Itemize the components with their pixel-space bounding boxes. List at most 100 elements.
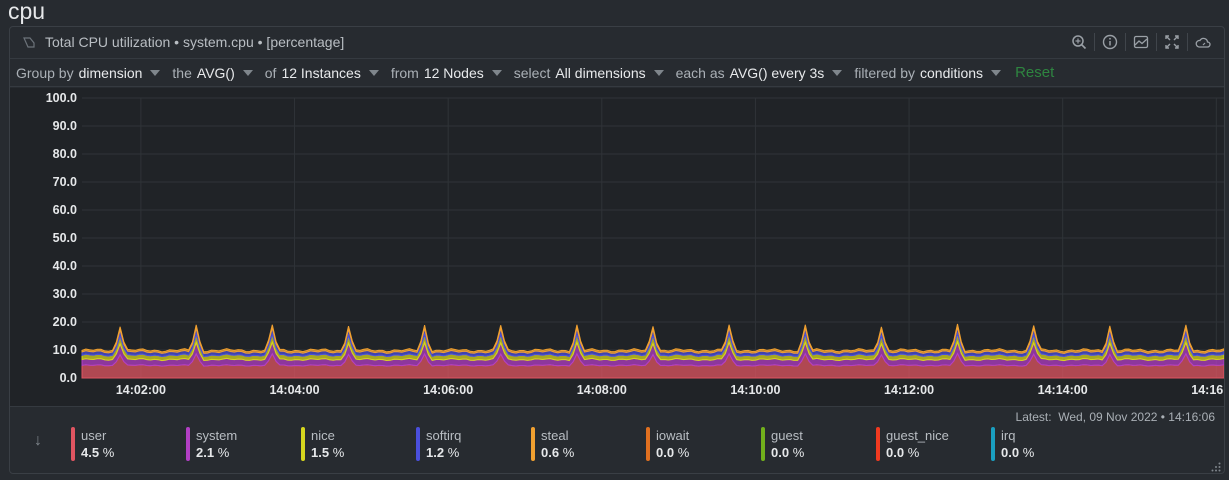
filter-aggregation[interactable]: the AVG() [172, 64, 253, 81]
y-axis: 100.0 90.0 80.0 70.0 60.0 50.0 40.0 30.0 20.0 10.… [46, 91, 77, 385]
legend-value: 1.2 % [426, 445, 460, 460]
y-tick-label: 100.0 [46, 91, 77, 105]
legend-value: 0.0 % [771, 445, 805, 460]
legend-color-swatch [71, 427, 75, 461]
chevron-down-icon [832, 69, 843, 76]
x-tick-label: 14:10:00 [730, 383, 780, 397]
legend-value: 1.5 % [311, 445, 345, 460]
filter-value: dimension [78, 64, 143, 81]
filter-value: 12 Instances [281, 64, 361, 81]
legend-color-swatch [876, 427, 880, 461]
x-tick-label: 14:06:00 [423, 383, 473, 397]
series-areas [81, 323, 1224, 379]
toolbar-divider [1187, 33, 1188, 51]
y-tick-label: 10.0 [53, 343, 77, 357]
chart-grid [82, 97, 1224, 379]
y-tick-label: 30.0 [53, 287, 77, 301]
filter-value: All dimensions [555, 64, 646, 81]
chart-titlebar: Total CPU utilization • system.cpu • [pe… [10, 27, 1224, 59]
info-icon[interactable] [1097, 32, 1123, 52]
y-tick-label: 70.0 [53, 175, 77, 189]
filter-value: AVG() [196, 64, 235, 81]
filter-dimensions[interactable]: select All dimensions [514, 65, 664, 81]
y-tick-label: 40.0 [53, 259, 77, 273]
filter-group-by[interactable]: Group by dimension [16, 64, 161, 81]
cpu-area-chart[interactable]: 100.0 90.0 80.0 70.0 60.0 50.0 40.0 30.0 20.0 10.… [10, 88, 1224, 406]
legend-name: iowait [656, 428, 690, 443]
fullscreen-icon[interactable] [1159, 32, 1185, 52]
filter-value: conditions [920, 64, 984, 81]
legend-color-swatch [991, 427, 995, 461]
chevron-down-icon [491, 69, 502, 76]
series-area-steal [81, 323, 1224, 355]
legend-color-swatch [646, 427, 650, 461]
filter-key: select [513, 64, 551, 81]
area-chart-icon[interactable] [1128, 32, 1154, 52]
x-tick-label: 14:08:00 [577, 383, 627, 397]
reset-button[interactable]: Reset [1015, 64, 1055, 81]
cloud-icon[interactable] [1190, 32, 1216, 52]
x-tick-label: 14:12:00 [884, 383, 934, 397]
legend-color-swatch [301, 427, 305, 461]
filter-conditions[interactable]: filtered by conditions [854, 64, 1002, 81]
legend-name: guest_nice [886, 428, 949, 443]
filter-key: filtered by [854, 64, 916, 81]
zoom-icon[interactable] [1066, 32, 1092, 52]
y-tick-label: 90.0 [53, 119, 77, 133]
filter-key: the [172, 64, 192, 81]
arrow-down-icon[interactable]: ↓ [34, 432, 42, 449]
filter-nodes[interactable]: from 12 Nodes [391, 65, 502, 81]
chevron-down-icon [653, 69, 664, 76]
chevron-down-icon [150, 69, 161, 76]
x-tick-label: 14:04:00 [270, 383, 320, 397]
legend-area: Latest: Wed, 09 Nov 2022 • 14:16:06 ↓ us… [10, 406, 1224, 475]
y-tick-label: 60.0 [53, 203, 77, 217]
y-tick-label: 50.0 [53, 231, 77, 245]
filter-key: each as [675, 64, 725, 81]
legend-name: irq [1001, 428, 1016, 443]
filter-key: Group by [16, 64, 74, 81]
legend-value: 0.0 % [1001, 445, 1035, 460]
chevron-down-icon [991, 69, 1002, 76]
legend-value: 2.1 % [196, 445, 230, 460]
latest-timestamp: Latest: Wed, 09 Nov 2022 • 14:16:06 [1015, 410, 1215, 424]
chart-title: Total CPU utilization • system.cpu • [pe… [45, 34, 345, 50]
legend-name: system [196, 428, 238, 443]
legend-color-swatch [186, 427, 190, 461]
legend-color-swatch [531, 427, 535, 461]
chart-toolbar [1066, 32, 1216, 52]
legend-name: guest [771, 428, 803, 443]
x-tick-label: 14:16:00 [1191, 383, 1224, 397]
legend-color-swatch [761, 427, 765, 461]
y-tick-label: 20.0 [53, 315, 77, 329]
x-tick-label: 14:14:00 [1038, 383, 1088, 397]
filter-bar: Group by dimension the AVG() of 12 Insta… [10, 59, 1224, 87]
chart-panel: Total CPU utilization • system.cpu • [pe… [9, 26, 1225, 474]
legend-name: steal [541, 428, 569, 443]
x-tick-label: 14:02:00 [116, 383, 166, 397]
filter-key: from [390, 64, 419, 81]
filter-value: 12 Nodes [423, 64, 484, 81]
legend-value: 0.0 % [656, 445, 690, 460]
resize-handle-icon[interactable] [1211, 462, 1221, 472]
legend-value: 0.6 % [541, 445, 575, 460]
chart-type-icon [23, 37, 35, 48]
legend-value: 0.0 % [886, 445, 920, 460]
y-tick-label: 80.0 [53, 147, 77, 161]
legend-name: nice [311, 428, 335, 443]
legend-name: softirq [426, 428, 462, 443]
toolbar-divider [1125, 33, 1126, 51]
y-tick-label: 0.0 [60, 371, 77, 385]
filter-instances[interactable]: of 12 Instances [265, 65, 379, 81]
toolbar-divider [1094, 33, 1095, 51]
chevron-down-icon [368, 69, 379, 76]
legend-color-swatch [416, 427, 420, 461]
legend-name: user [81, 428, 107, 443]
legend-value: 4.5 % [81, 445, 115, 460]
toolbar-divider [1156, 33, 1157, 51]
chevron-down-icon [242, 69, 253, 76]
filter-value: AVG() every 3s [729, 64, 825, 81]
filter-time-aggregation[interactable]: each as AVG() every 3s [676, 65, 843, 81]
page-heading: cpu [8, 0, 46, 24]
filter-key: of [264, 64, 277, 81]
